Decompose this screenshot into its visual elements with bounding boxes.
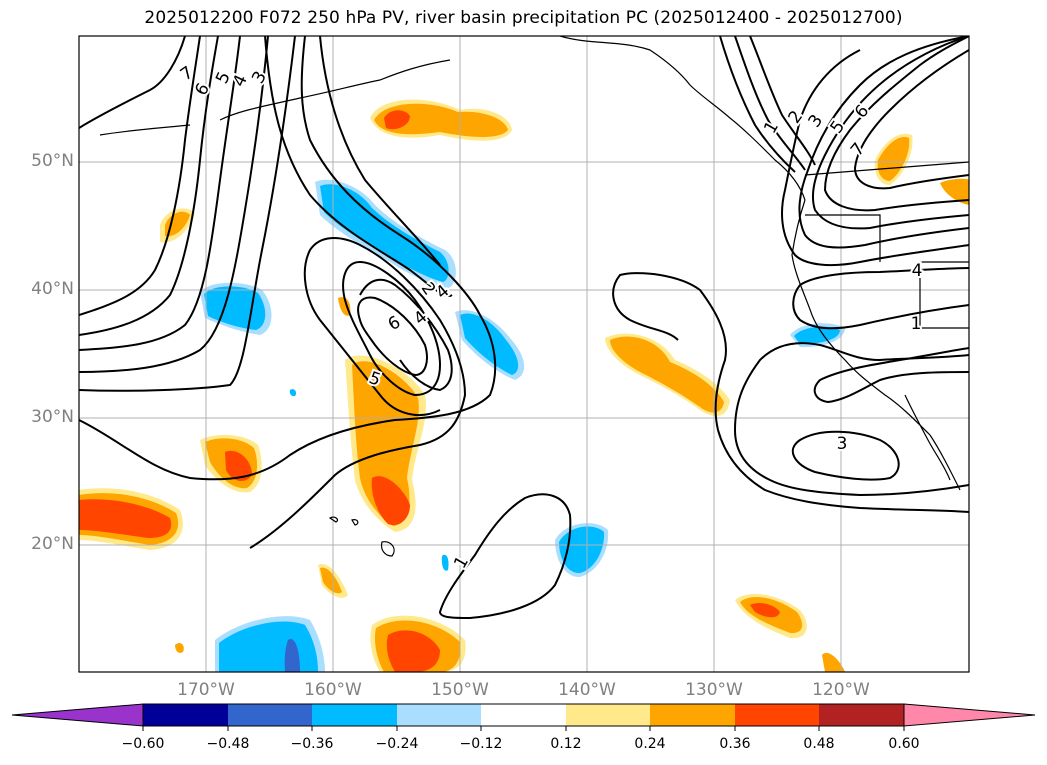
colorbar-tick-label: 0.12 bbox=[550, 736, 582, 752]
lat-label-50n: 50°N bbox=[31, 151, 74, 171]
map-title: 2025012200 F072 250 hPa PV, river basin … bbox=[144, 8, 903, 28]
lat-label-20n: 20°N bbox=[31, 534, 74, 554]
colorbar-swatch bbox=[312, 704, 397, 726]
contour-label: 1 bbox=[911, 314, 922, 334]
colorbar-tick-label: −0.48 bbox=[206, 736, 250, 752]
colorbar-tick-label: 0.60 bbox=[888, 736, 920, 752]
map-gridlines bbox=[79, 36, 969, 672]
contour-label: 6 bbox=[385, 312, 404, 335]
contour-label: 1 bbox=[760, 118, 783, 137]
lon-label-160w: 160°W bbox=[304, 680, 362, 700]
lon-label-150w: 150°W bbox=[431, 680, 489, 700]
lon-label-120w: 120°W bbox=[812, 680, 870, 700]
lon-label-170w: 170°W bbox=[177, 680, 235, 700]
colorbar-swatch bbox=[566, 704, 650, 726]
precip-shading bbox=[79, 99, 969, 672]
contour-label: 3 bbox=[837, 434, 848, 454]
colorbar-min-extend bbox=[11, 703, 144, 727]
lon-label-130w: 130°W bbox=[685, 680, 743, 700]
colorbar-tick-label: −0.36 bbox=[290, 736, 334, 752]
contour-label: 4 bbox=[912, 261, 923, 281]
lon-label-140w: 140°W bbox=[558, 680, 616, 700]
colorbar-tick-label: −0.60 bbox=[121, 736, 165, 752]
colorbar-tick-label: 0.36 bbox=[719, 736, 751, 752]
colorbar-swatch bbox=[735, 704, 819, 726]
colorbar-tick-label: −0.12 bbox=[459, 736, 503, 752]
colorbar-swatch bbox=[819, 704, 904, 726]
colorbar-tick-label: 0.48 bbox=[803, 736, 835, 752]
contour-label: 1 bbox=[450, 553, 473, 572]
colorbar-tick-label: 0.24 bbox=[634, 736, 666, 752]
coastlines bbox=[99, 36, 969, 557]
map-frame bbox=[78, 35, 970, 673]
contour-label: 3 bbox=[805, 111, 828, 131]
colorbar-max-extend bbox=[903, 703, 1036, 727]
lat-label-40n: 40°N bbox=[31, 279, 74, 299]
colorbar-swatch bbox=[481, 704, 566, 726]
lat-label-30n: 30°N bbox=[31, 407, 74, 427]
contour-label: 7 bbox=[847, 139, 869, 160]
colorbar-swatch bbox=[397, 704, 481, 726]
colorbar-swatch bbox=[143, 704, 228, 726]
pv-contours bbox=[79, 36, 969, 620]
colorbar-swatch bbox=[650, 704, 735, 726]
contour-label: 6 bbox=[851, 101, 873, 122]
colorbar bbox=[11, 703, 1036, 731]
colorbar-swatch bbox=[228, 704, 312, 726]
colorbar-tick-label: −0.24 bbox=[375, 736, 419, 752]
